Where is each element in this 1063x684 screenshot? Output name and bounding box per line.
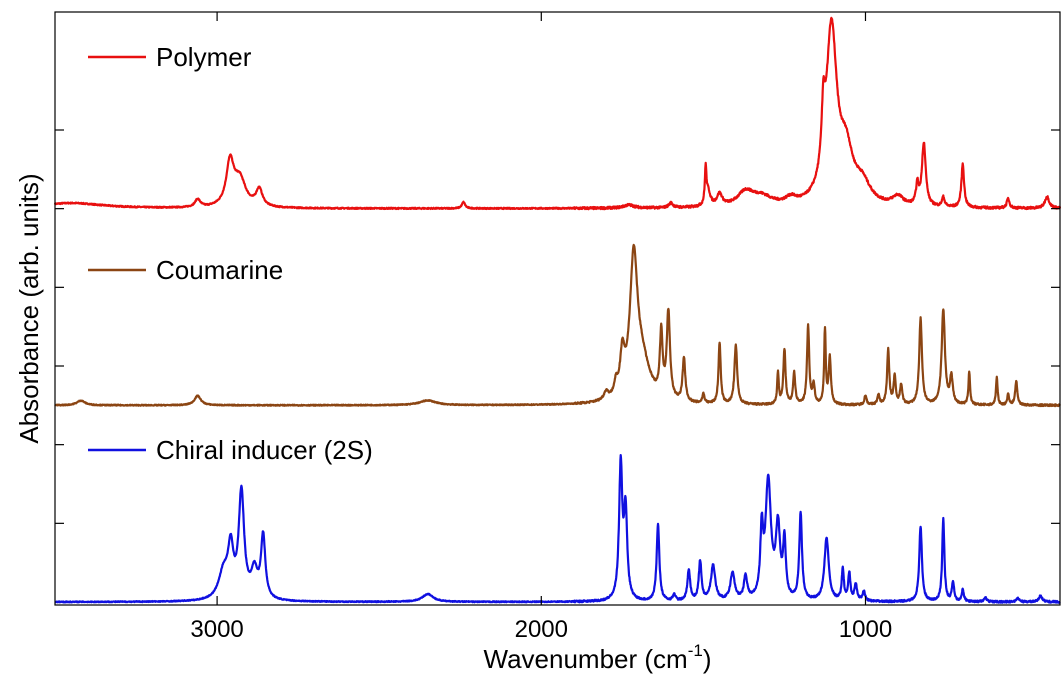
legend-label-2: Chiral inducer (2S)	[156, 435, 373, 465]
x-tick-label: 1000	[839, 616, 892, 643]
series-line-0	[53, 16, 1062, 211]
legend-label-1: Coumarine	[156, 255, 283, 285]
x-tick-label: 3000	[190, 616, 243, 643]
y-axis-label: Absorbance (arb. units)	[14, 173, 44, 443]
x-axis-label-main: Wavenumber (cm	[484, 644, 688, 674]
series-line-2	[54, 454, 1061, 604]
x-axis-label-end: )	[703, 644, 712, 674]
legend-label-0: Polymer	[156, 42, 252, 72]
series-layer	[53, 16, 1062, 604]
axis-ticks: 3000 2000 1000	[55, 12, 1060, 643]
x-axis-label-superscript: -1	[688, 641, 703, 660]
legend: Polymer Coumarine Chiral inducer (2S)	[88, 42, 373, 465]
series-line-1	[54, 243, 1061, 408]
plot-frame	[54, 11, 1061, 606]
x-tick-label: 2000	[515, 616, 568, 643]
x-axis-label: Wavenumber (cm-1)	[484, 641, 712, 674]
